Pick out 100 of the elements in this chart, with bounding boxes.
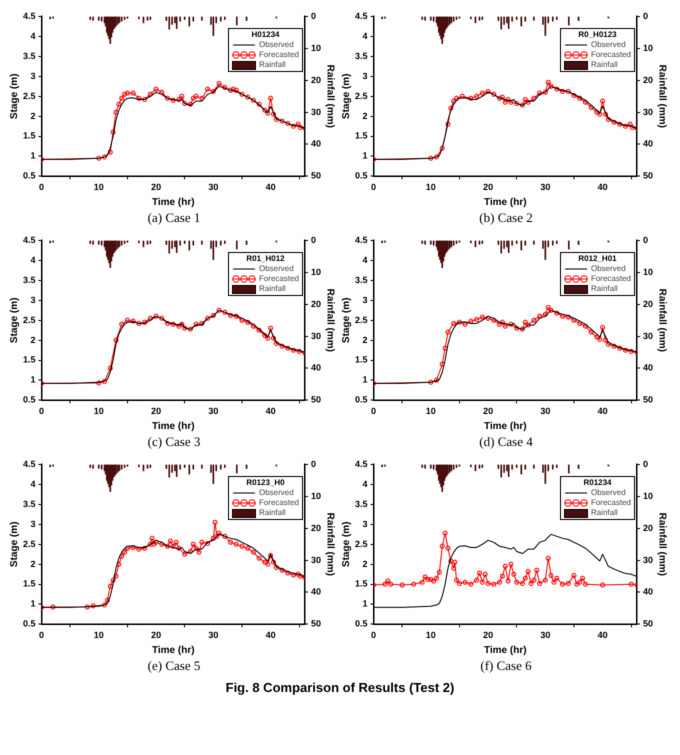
- legend-label: Observed: [258, 40, 294, 50]
- y2-tick-label: 0: [310, 458, 316, 469]
- legend-label: Forecasted: [590, 274, 631, 284]
- x-tick-label: 40: [266, 182, 276, 192]
- y2-tick-label: 10: [310, 42, 322, 53]
- y-tick-label: 2.5: [354, 90, 368, 101]
- y2-tick-label: 50: [642, 394, 654, 405]
- x-tick-label: 10: [94, 406, 104, 416]
- y2-tick-label: 50: [310, 394, 322, 405]
- legend-label: Observed: [258, 488, 294, 498]
- x-axis-title: Time (hr): [484, 644, 527, 656]
- y-tick-label: 1.5: [354, 130, 368, 141]
- y-tick-label: 0.5: [354, 394, 368, 405]
- y-tick-label: 3: [362, 294, 368, 305]
- y2-tick-label: 40: [642, 586, 654, 597]
- legend-title: R0_H0123: [577, 30, 618, 40]
- y-tick-label: 1.5: [22, 578, 36, 589]
- legend-label: Forecasted: [258, 50, 299, 60]
- y-tick-label: 3.5: [354, 274, 368, 285]
- y-tick-label: 3: [30, 294, 36, 305]
- y2-tick-label: 30: [642, 106, 654, 117]
- y-tick-label: 0.5: [354, 170, 368, 181]
- y2-tick-label: 30: [310, 106, 322, 117]
- y-tick-label: 2: [30, 558, 36, 569]
- x-tick-label: 0: [39, 406, 44, 416]
- y-tick-label: 1: [30, 598, 36, 609]
- x-tick-label: 10: [94, 182, 104, 192]
- legend-label: Forecasted: [258, 498, 299, 508]
- text: (f) Case 6: [479, 658, 533, 674]
- y2-tick-label: 0: [310, 10, 316, 21]
- legend-title: R012_H01: [577, 254, 618, 264]
- y2-tick-label: 0: [310, 234, 316, 245]
- y-tick-label: 3.5: [354, 498, 368, 509]
- y2-tick-label: 30: [642, 330, 654, 341]
- x-tick-label: 30: [540, 406, 550, 416]
- y-tick-label: 0.5: [22, 618, 36, 629]
- y-tick-label: 3: [30, 518, 36, 529]
- y2-tick-label: 20: [310, 298, 322, 309]
- y2-axis-title: Rainfall (mm): [656, 64, 668, 128]
- y2-tick-label: 20: [310, 522, 322, 533]
- y-tick-label: 3.5: [22, 498, 36, 509]
- y2-tick-label: 40: [642, 138, 654, 149]
- legend-title: H01234: [250, 30, 280, 40]
- y2-tick-label: 0: [642, 234, 648, 245]
- y-tick-label: 4: [362, 254, 368, 265]
- y-tick-label: 4.5: [22, 458, 36, 469]
- y-tick-label: 1.5: [354, 578, 368, 589]
- legend-label: Observed: [258, 264, 294, 274]
- y-tick-label: 4.5: [354, 10, 368, 21]
- y-tick-label: 0.5: [22, 394, 36, 405]
- legend-title: R01_H012: [245, 254, 286, 264]
- y-tick-label: 1.5: [22, 354, 36, 365]
- y-tick-label: 2: [362, 558, 368, 569]
- legend-label: Rainfall: [590, 60, 618, 70]
- legend-label: Rainfall: [258, 284, 286, 294]
- y2-tick-label: 40: [310, 586, 322, 597]
- x-tick-label: 30: [208, 630, 218, 640]
- x-tick-label: 0: [39, 630, 44, 640]
- x-tick-label: 0: [39, 182, 44, 192]
- y2-tick-label: 10: [642, 42, 654, 53]
- y-tick-label: 1: [362, 374, 368, 385]
- legend-label: Forecasted: [590, 50, 631, 60]
- text: (b) Case 2: [478, 210, 534, 226]
- y-tick-label: 3: [30, 70, 36, 81]
- y2-axis-title: Rainfall (mm): [324, 512, 336, 576]
- y-tick-label: 2.5: [22, 90, 36, 101]
- legend-label: Forecasted: [258, 274, 299, 284]
- y2-tick-label: 40: [310, 362, 322, 373]
- x-tick-label: 40: [266, 406, 276, 416]
- x-tick-label: 40: [598, 182, 608, 192]
- y-axis-title: Stage (m): [340, 298, 352, 344]
- y2-axis-title: Rainfall (mm): [324, 64, 336, 128]
- y-tick-label: 1: [362, 150, 368, 161]
- x-tick-label: 0: [371, 182, 376, 192]
- y-tick-label: 1.5: [22, 130, 36, 141]
- y-axis-title: Stage (m): [340, 522, 352, 568]
- y2-tick-label: 20: [642, 74, 654, 85]
- y-axis-title: Stage (m): [8, 74, 20, 120]
- x-tick-label: 40: [598, 630, 608, 640]
- y2-tick-label: 20: [642, 298, 654, 309]
- text: (d) Case 4: [478, 434, 534, 450]
- y-tick-label: 2: [30, 110, 36, 121]
- y-tick-label: 3.5: [22, 50, 36, 61]
- y2-axis-title: Rainfall (mm): [324, 288, 336, 352]
- y-tick-label: 1.5: [354, 354, 368, 365]
- y-tick-label: 0.5: [22, 170, 36, 181]
- x-axis-title: Time (hr): [152, 644, 195, 656]
- x-tick-label: 40: [266, 630, 276, 640]
- y2-tick-label: 10: [310, 266, 322, 277]
- y-tick-label: 4.5: [354, 234, 368, 245]
- y2-tick-label: 40: [310, 138, 322, 149]
- x-axis-title: Time (hr): [484, 196, 527, 208]
- x-tick-label: 10: [426, 182, 436, 192]
- y2-tick-label: 10: [642, 490, 654, 501]
- y-axis-title: Stage (m): [8, 298, 20, 344]
- y2-tick-label: 20: [310, 74, 322, 85]
- y2-tick-label: 50: [642, 170, 654, 181]
- x-tick-label: 30: [540, 182, 550, 192]
- y-tick-label: 2: [362, 334, 368, 345]
- y-tick-label: 3.5: [354, 50, 368, 61]
